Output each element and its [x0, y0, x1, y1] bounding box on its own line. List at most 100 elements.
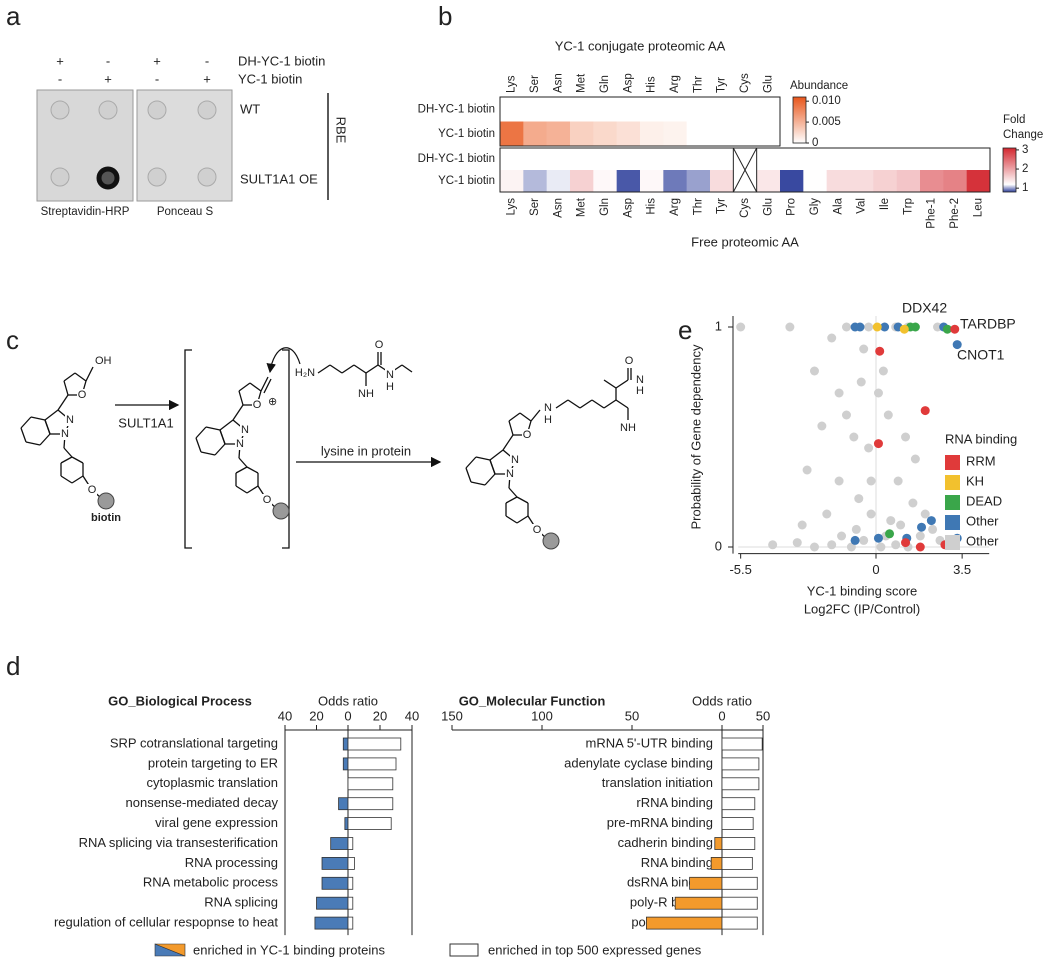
- heatmap-frame: [499, 96, 781, 147]
- heatmap-cell: [710, 121, 734, 147]
- atom-label: N: [241, 424, 249, 436]
- bond: [508, 420, 514, 436]
- atom-mask: [385, 369, 395, 381]
- bead: [97, 492, 115, 510]
- bar: [344, 817, 349, 830]
- scatter-point: [859, 535, 869, 545]
- x-tick-label: Arg: [669, 75, 681, 93]
- blot-dot: [197, 100, 217, 120]
- x-tick-label: Arg: [669, 198, 681, 216]
- atom-mask: [543, 402, 553, 414]
- bond: [74, 372, 87, 382]
- bond: [63, 380, 69, 396]
- atom-mask: [635, 374, 645, 386]
- heatmap-cell: [756, 170, 781, 193]
- atom-mask: [235, 438, 245, 450]
- atom-label: O: [375, 339, 384, 351]
- y-tick-label: nonsense-mediated decay: [126, 795, 279, 810]
- bond: [475, 456, 491, 461]
- bond: [470, 481, 486, 486]
- blot-row-label: SULT1A1 OE: [240, 171, 318, 186]
- blot-dot: [50, 100, 70, 120]
- panel-label: a: [6, 1, 21, 31]
- scatter-point: [859, 344, 869, 354]
- y-tick-label: regulation of cellular respopnse to heat: [54, 915, 278, 930]
- scatter-point: [920, 509, 930, 519]
- scatter-point: [885, 529, 895, 539]
- x-tick-label: 40: [405, 708, 419, 723]
- atom-mask: [65, 414, 75, 426]
- scatter-point: [837, 531, 847, 541]
- scatter-point: [899, 324, 909, 334]
- blot-row-label: WT: [240, 101, 260, 116]
- heatmap-cell: [546, 121, 571, 147]
- treatment-sign: +: [153, 53, 161, 68]
- x-tick-label: Pro: [786, 198, 798, 216]
- scatter-point: [768, 540, 778, 550]
- bond: [555, 399, 569, 409]
- bond: [71, 475, 84, 484]
- heatmap-cell: [640, 170, 664, 193]
- heatmap-cell: [920, 170, 944, 193]
- atom-mask: [510, 454, 520, 466]
- y-tick-label: 1: [715, 318, 722, 333]
- bar: [689, 876, 723, 890]
- scatter-point: [822, 509, 832, 519]
- treatment-sign: -: [205, 53, 209, 68]
- y-tick-label: protein targeting to ER: [148, 755, 278, 770]
- bond: [603, 399, 617, 409]
- bond: [214, 443, 226, 456]
- blot-dot: [147, 100, 167, 120]
- scatter-point: [834, 476, 844, 486]
- treatment-label: DH-YC-1 biotin: [238, 53, 325, 68]
- scatter-point: [891, 540, 901, 550]
- legend-label: enriched in YC-1 binding proteins: [193, 942, 385, 957]
- atom-label: NH: [620, 422, 636, 434]
- heatmap-cell: [686, 97, 711, 122]
- scatter-point: [873, 533, 883, 543]
- scatter-point: [893, 476, 903, 486]
- legend-label: DEAD: [966, 493, 1002, 508]
- x-tick-label: 3.5: [953, 562, 971, 577]
- bar: [347, 777, 394, 791]
- bar: [646, 916, 723, 930]
- bond: [567, 399, 581, 409]
- stain-label: Ponceau S: [157, 206, 214, 218]
- bond: [365, 364, 379, 374]
- bond: [235, 466, 248, 474]
- scatter-point: [878, 366, 888, 376]
- scatter-point: [910, 322, 920, 332]
- legend-swatch: [945, 515, 960, 530]
- x-tick-label: Met: [576, 197, 588, 217]
- x-tick-label: Ser: [529, 198, 541, 216]
- x-tick-label: Gln: [599, 75, 611, 93]
- x-tick-label: Glu: [762, 198, 774, 216]
- scatter-point: [854, 494, 864, 504]
- heatmap-cell: [593, 97, 617, 122]
- heatmap-cell: [943, 170, 967, 193]
- bond: [20, 427, 27, 443]
- bond: [260, 376, 269, 392]
- scatter-point: [917, 522, 927, 532]
- scatter-point: [817, 421, 827, 431]
- scatter-point: [920, 406, 930, 416]
- treatment-sign: +: [104, 71, 112, 86]
- bond: [235, 485, 248, 494]
- bond: [505, 515, 518, 524]
- functional-group: OH: [95, 355, 112, 367]
- heatmap-cell: [733, 121, 757, 147]
- treatment-sign: -: [58, 71, 62, 86]
- bond: [516, 515, 529, 524]
- scatter-point: [841, 410, 851, 420]
- bond: [195, 437, 202, 453]
- treatment-sign: -: [106, 53, 110, 68]
- x-tick-label: 0: [344, 708, 351, 723]
- atom-label: N: [636, 374, 644, 386]
- bond: [44, 409, 59, 421]
- blot-dot: [197, 167, 217, 187]
- bar: [347, 916, 354, 930]
- chart-title: YC-1 conjugate proteomic AA: [555, 38, 726, 53]
- heatmap-cell: [500, 170, 524, 193]
- x-tick-label: 40: [278, 708, 292, 723]
